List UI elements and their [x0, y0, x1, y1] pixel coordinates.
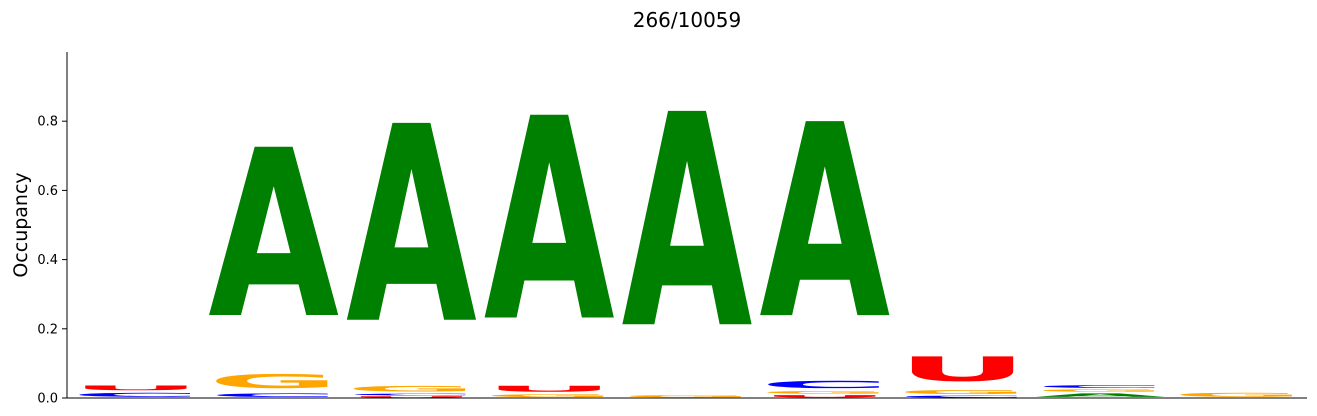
logo-letter-g: G: [484, 393, 615, 397]
y-axis-label: Occupancy: [10, 172, 32, 277]
logo-letter-a: A: [1035, 393, 1166, 398]
logo-letter-a: A: [622, 54, 753, 394]
logo-letter-g: G: [622, 395, 753, 398]
logo-letter-u: U: [759, 395, 890, 398]
logo-letter-g: G: [1035, 389, 1166, 393]
logo-letter-u: U: [70, 384, 201, 392]
logo-letter-g: G: [1173, 392, 1304, 398]
logo-letter-a: A: [208, 101, 339, 370]
logo-letter-g: G: [759, 390, 890, 394]
logo-letter-a: A: [484, 60, 615, 384]
logo-letter-a: A: [346, 70, 477, 384]
logo-letter-a: A: [759, 68, 890, 378]
logo-letter-c: C: [759, 379, 890, 390]
y-tick-label: 0.8: [37, 115, 58, 130]
y-tick-label: 0.0: [37, 392, 58, 407]
logo-letter-c: C: [70, 392, 201, 398]
y-axis-ticks: 0.0 0.2 0.4 0.6 0.8: [37, 115, 67, 407]
logo-letter-g: G: [346, 385, 477, 394]
logo-letter-c: C: [208, 392, 339, 398]
logo-letter-c: C: [1035, 385, 1166, 389]
y-tick-label: 0.6: [37, 184, 58, 199]
logo-letter-u: U: [484, 384, 615, 393]
logo-letter-g: G: [208, 370, 339, 392]
logo-letter-g: G: [897, 389, 1028, 395]
logo-letter-u: U: [897, 350, 1028, 389]
logo-letter-c: C: [346, 393, 477, 396]
chart-title: 266/10059: [633, 8, 742, 32]
y-tick-label: 0.2: [37, 322, 58, 337]
y-tick-label: 0.4: [37, 253, 58, 268]
